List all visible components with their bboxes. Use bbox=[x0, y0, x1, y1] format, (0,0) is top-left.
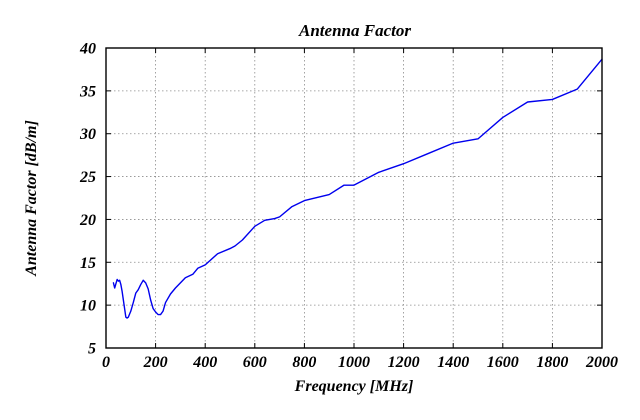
y-tick-label: 15 bbox=[80, 255, 96, 272]
chart-title: Antenna Factor bbox=[298, 21, 411, 40]
y-tick-label: 20 bbox=[79, 212, 96, 229]
antenna-factor-series-line bbox=[112, 58, 603, 319]
series-layer bbox=[112, 58, 603, 319]
x-tick-label: 1200 bbox=[388, 354, 420, 371]
y-tick-label: 40 bbox=[79, 41, 96, 58]
grid-lines bbox=[106, 48, 602, 348]
y-axis-label: Antenna Factor [dB/m] bbox=[23, 120, 40, 277]
y-tick-labels: 5 10 15 20 25 30 35 40 bbox=[79, 41, 96, 358]
x-tick-labels: 0 200 400 600 800 1000 1200 1400 1600 1800 2000 bbox=[102, 354, 618, 371]
x-tick-label: 0 bbox=[102, 354, 110, 371]
x-tick-label: 1800 bbox=[536, 354, 568, 371]
y-tick-label: 5 bbox=[88, 341, 96, 358]
y-tick-label: 10 bbox=[80, 298, 96, 315]
y-tick-label: 30 bbox=[79, 126, 96, 143]
x-tick-label: 400 bbox=[192, 354, 217, 371]
y-tick-label: 35 bbox=[79, 83, 96, 100]
x-tick-label: 1400 bbox=[437, 354, 469, 371]
x-tick-label: 1600 bbox=[487, 354, 519, 371]
x-tick-label: 600 bbox=[243, 354, 267, 371]
plot-area-frame bbox=[105, 47, 603, 349]
x-tick-label: 1000 bbox=[338, 354, 370, 371]
x-axis-label: Frequency [MHz] bbox=[294, 378, 414, 395]
x-tick-label: 200 bbox=[143, 354, 168, 371]
y-tick-label: 25 bbox=[79, 169, 96, 186]
x-tick-label: 800 bbox=[292, 354, 316, 371]
x-tick-label: 2000 bbox=[585, 354, 618, 371]
